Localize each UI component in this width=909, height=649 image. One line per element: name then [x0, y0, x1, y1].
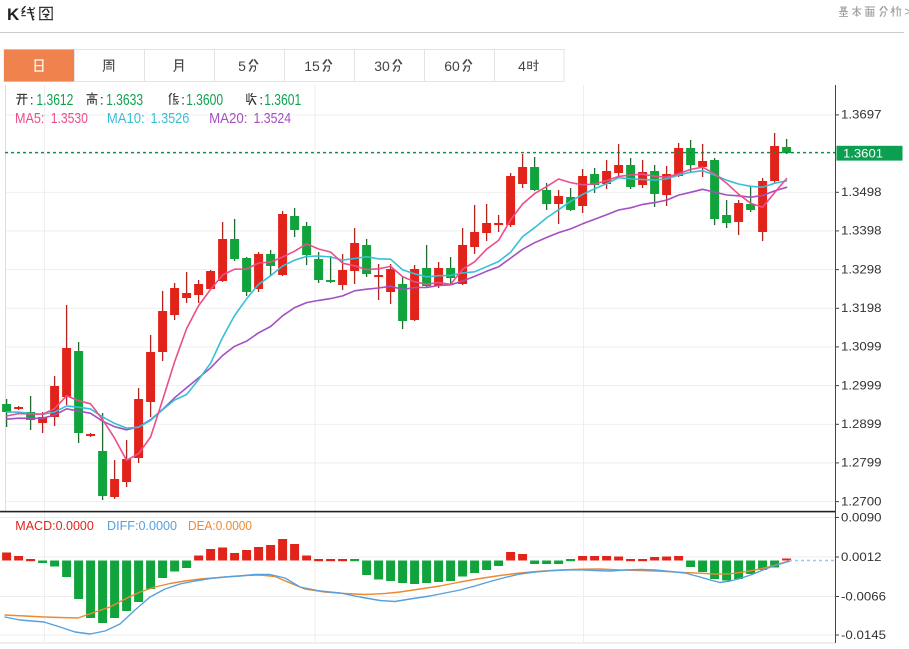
svg-text:K: K [7, 5, 20, 24]
svg-text:MA5:: MA5: [15, 110, 44, 127]
svg-text:MA20:: MA20: [209, 110, 247, 127]
svg-text::: : [30, 92, 34, 108]
svg-text:0.0090: 0.0090 [841, 510, 882, 524]
svg-text:MA10:: MA10: [107, 110, 145, 127]
svg-text:1.2700: 1.2700 [841, 494, 882, 508]
svg-text:1.3601: 1.3601 [843, 146, 883, 160]
svg-text::: : [100, 92, 104, 108]
svg-text:0.0012: 0.0012 [841, 550, 882, 564]
svg-text:1.3524: 1.3524 [254, 110, 292, 127]
svg-text:1.3633: 1.3633 [106, 92, 143, 109]
svg-text:1.3601: 1.3601 [264, 92, 301, 109]
svg-text:DEA:0.0000: DEA:0.0000 [188, 518, 252, 533]
svg-text:1.3530: 1.3530 [51, 110, 88, 127]
svg-text:1.3198: 1.3198 [841, 301, 882, 315]
svg-text:1.3498: 1.3498 [841, 185, 882, 199]
svg-text:1.3600: 1.3600 [186, 92, 223, 109]
svg-text:4: 4 [518, 58, 526, 74]
svg-text:5: 5 [238, 58, 246, 74]
svg-text:1.3612: 1.3612 [36, 92, 73, 109]
svg-text:0: 0 [452, 58, 460, 74]
svg-text:-0.0145: -0.0145 [841, 628, 886, 642]
svg-text:1: 1 [304, 58, 312, 74]
svg-text:>: > [905, 5, 909, 19]
svg-text:1.3099: 1.3099 [841, 340, 882, 354]
svg-text:1.3697: 1.3697 [841, 108, 882, 122]
svg-text:1.2799: 1.2799 [841, 456, 882, 470]
svg-text:-0.0066: -0.0066 [841, 589, 886, 603]
svg-text:1.3298: 1.3298 [841, 262, 882, 276]
svg-text::: : [259, 92, 263, 108]
svg-text:1.3398: 1.3398 [841, 224, 882, 238]
svg-text:3: 3 [374, 58, 382, 74]
svg-text:MACD:0.0000: MACD:0.0000 [15, 518, 94, 533]
svg-text:DIFF:0.0000: DIFF:0.0000 [107, 518, 177, 533]
svg-text:1.2899: 1.2899 [841, 417, 882, 431]
svg-text::: : [181, 92, 185, 108]
svg-text:6: 6 [444, 58, 452, 74]
svg-text:0: 0 [382, 58, 390, 74]
svg-text:5: 5 [312, 58, 320, 74]
svg-text:1.3526: 1.3526 [151, 110, 190, 127]
svg-text:1.2999: 1.2999 [841, 378, 882, 392]
